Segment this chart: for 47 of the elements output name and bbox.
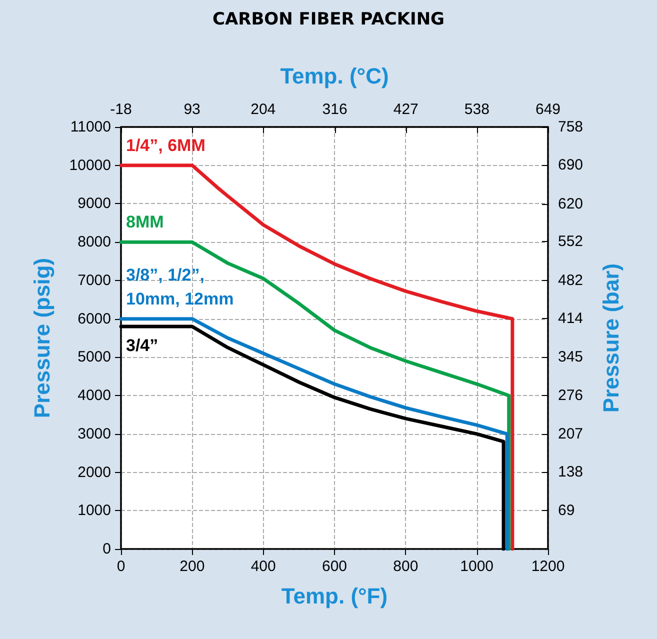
x-tick-label: 200 [180, 558, 205, 575]
y2-axis-title: Pressure (bar) [598, 263, 624, 413]
y-tick-label: 11000 [70, 118, 111, 136]
y-axis-title: Pressure (psig) [30, 258, 54, 418]
x-tick-label: 600 [322, 558, 348, 575]
x-tick-label: 0 [116, 558, 126, 575]
y-tick-label: 2000 [78, 464, 111, 481]
line-series [119, 164, 514, 551]
y2-tick-label: 345 [558, 348, 584, 366]
x-axis-title: Temp. (°F) [281, 584, 388, 608]
y2-tick-label: 414 [558, 310, 584, 328]
y-tick-label: 9000 [78, 195, 111, 212]
y2-tick-label: 482 [558, 272, 584, 290]
series-label: 8MM [126, 212, 164, 232]
series-label: 3/8”, 1/2”, 10mm, 12mm [126, 265, 234, 308]
y2-tick-label: 69 [558, 502, 575, 520]
chart-title: CARBON FIBER PACKING [212, 10, 445, 30]
x2-tick-label: 649 [535, 101, 561, 118]
y2-tick-label: 620 [558, 195, 584, 212]
y-tick-label: 5000 [78, 348, 111, 366]
y2-tick-label: 690 [558, 156, 584, 174]
y-tick-label: 0 [102, 540, 111, 558]
x2-tick-label: -18 [110, 101, 132, 118]
y2-tick-label: 138 [558, 464, 584, 481]
x2-tick-label: 93 [184, 101, 200, 118]
y-tick-label: 3000 [78, 425, 111, 442]
x-tick-label: 400 [250, 558, 276, 575]
x-tick-label: 800 [393, 558, 418, 575]
y-tick-label: 8000 [78, 234, 111, 251]
series-label: 3/4” [126, 336, 158, 355]
x-tick-label: 1200 [531, 558, 565, 575]
y2-tick-label: 276 [558, 386, 584, 404]
y2-tick-label: 207 [558, 425, 584, 442]
y2-tick-label: 552 [558, 233, 584, 250]
x2-tick-label: 204 [250, 101, 276, 118]
y-tick-label: 6000 [78, 310, 111, 328]
x2-tick-label: 316 [322, 101, 348, 118]
x2-tick-label: 538 [464, 101, 490, 118]
y2-tick-label: 758 [558, 118, 584, 136]
series-label: 1/4”, 6MM [126, 136, 206, 155]
y-tick-label: 10000 [69, 156, 111, 174]
x2-tick-label: 427 [393, 101, 418, 118]
y-tick-label: 1000 [78, 502, 111, 520]
x-tick-label: 1000 [460, 558, 494, 575]
y-tick-label: 7000 [78, 272, 111, 289]
y-tick-label: 4000 [78, 387, 111, 404]
x2-axis-title: Temp. (°C) [280, 64, 389, 88]
